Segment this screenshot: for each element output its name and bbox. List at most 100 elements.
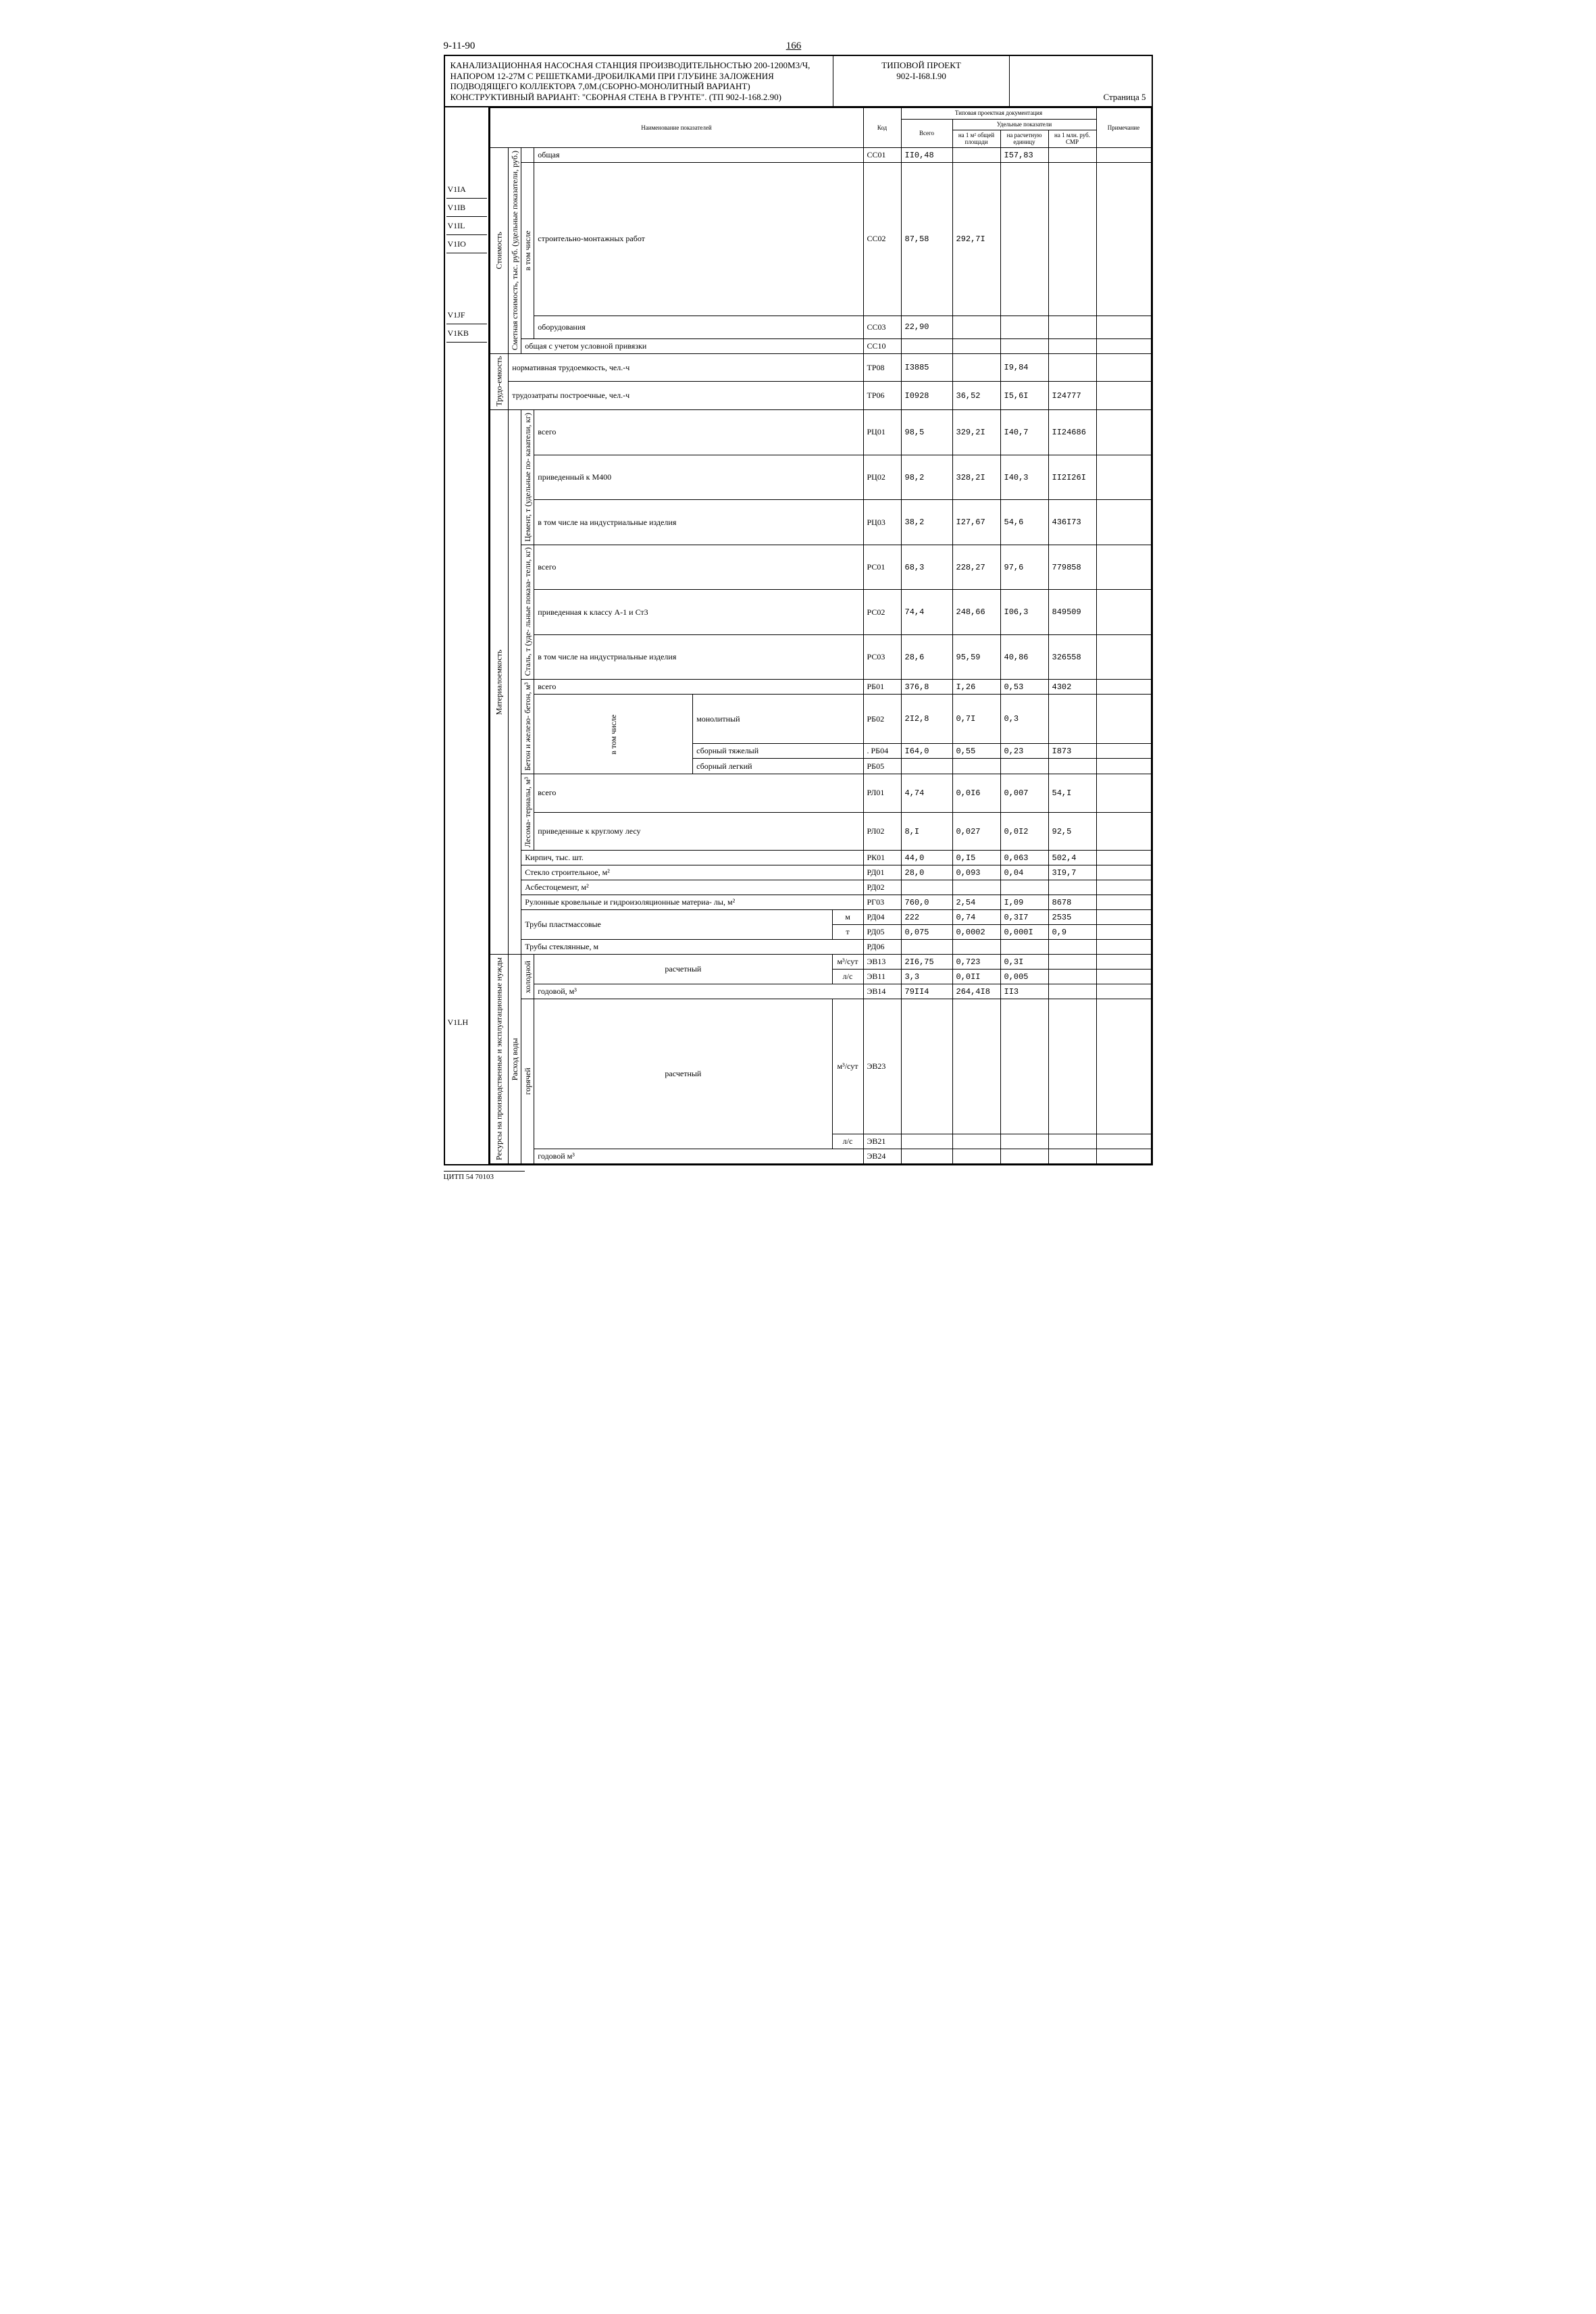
- table-row: трудозатраты построечные, чел.-ч ТР06 I0…: [490, 382, 1151, 410]
- row-label: Асбестоцемент, м²: [521, 880, 863, 895]
- row-code: СС10: [863, 338, 901, 353]
- val: 2,54: [952, 895, 1000, 910]
- val: [952, 338, 1000, 353]
- table-body: Стоимость Сметная стоимость, тыс. руб. (…: [490, 148, 1151, 1164]
- val: [1048, 316, 1096, 338]
- row-unit: л/с: [832, 1134, 863, 1149]
- row-label: всего: [534, 410, 863, 455]
- table-row: Ресурсы на производственные и эксплуатац…: [490, 955, 1151, 970]
- row-code: ЭВ21: [863, 1134, 901, 1149]
- table-row: оборудования СС03 22,90: [490, 316, 1151, 338]
- th-u3: на 1 млн. руб. СМР: [1048, 130, 1096, 148]
- val: [1000, 1149, 1048, 1163]
- val: [1048, 163, 1096, 316]
- table-row: годовой, м³ЭВ1479II4264,4I8II3: [490, 984, 1151, 999]
- val: [1048, 880, 1096, 895]
- grp-trud: Трудо-емкость: [490, 353, 509, 410]
- table-row: Кирпич, тыс. шт.РК0144,00,I50,063502,4: [490, 851, 1151, 865]
- val: I,09: [1000, 895, 1048, 910]
- row-code: ТР08: [863, 353, 901, 382]
- val: [901, 999, 952, 1134]
- val: [1000, 163, 1048, 316]
- val: [901, 1149, 952, 1163]
- row-code: ЭВ14: [863, 984, 901, 999]
- row-label: Трубы пластмассовые: [521, 910, 832, 940]
- row-label: в том числе на индустриальные изделия: [534, 500, 863, 545]
- th-note: Примечание: [1096, 108, 1151, 148]
- val: [1048, 955, 1096, 970]
- row-unit: м³/сут: [832, 999, 863, 1134]
- row-code: РД04: [863, 910, 901, 925]
- code-v1kb: V1KB: [446, 324, 487, 343]
- table-row: общая с учетом условной привязки СС10: [490, 338, 1151, 353]
- val: 222: [901, 910, 952, 925]
- val: 0,005: [1000, 970, 1048, 984]
- val: I24777: [1048, 382, 1096, 410]
- grp-stoimost: Стоимость: [490, 148, 509, 354]
- main-table: Наименование показателей Код Типовая про…: [490, 107, 1152, 1163]
- table-row: Стоимость Сметная стоимость, тыс. руб. (…: [490, 148, 1151, 163]
- row-label: нормативная трудоемкость, чел.-ч: [509, 353, 863, 382]
- val: 264,4I8: [952, 984, 1000, 999]
- code-v1io: V1IO: [446, 235, 487, 253]
- val: II2I26I: [1048, 455, 1096, 500]
- val: [1048, 759, 1096, 774]
- val: 0,0I6: [952, 774, 1000, 813]
- table-row: в том числе на индустриальные изделияРС0…: [490, 634, 1151, 680]
- val: [1048, 695, 1096, 743]
- val: 87,58: [901, 163, 952, 316]
- table-row: годовой м³ЭВ24: [490, 1149, 1151, 1163]
- val: 36,52: [952, 382, 1000, 410]
- val: [952, 880, 1000, 895]
- val: 0,723: [952, 955, 1000, 970]
- code-v1ia: V1IA: [446, 180, 487, 199]
- page-label: Страница: [1103, 92, 1139, 103]
- table-row: Бетон и железо- бетон, м³всегоРБ01376,8I…: [490, 680, 1151, 695]
- row-label: общая с учетом условной привязки: [521, 338, 863, 353]
- val: 0,093: [952, 865, 1000, 880]
- table-row: в том числе строительно-монтажных работ …: [490, 163, 1151, 316]
- row-code: РЦ03: [863, 500, 901, 545]
- val: I0928: [901, 382, 952, 410]
- val: 329,2I: [952, 410, 1000, 455]
- row-code: . РБ04: [863, 743, 901, 759]
- val: 326558: [1048, 634, 1096, 680]
- row-label: расчетный: [534, 955, 832, 984]
- val: [901, 880, 952, 895]
- val: 779858: [1048, 545, 1096, 590]
- val: 0,075: [901, 925, 952, 940]
- row-label: всего: [534, 774, 863, 813]
- row-code: РС01: [863, 545, 901, 590]
- row-label: приведенная к классу А-1 и Ст3: [534, 590, 863, 635]
- val: 292,7I: [952, 163, 1000, 316]
- row-label: Рулонные кровельные и гидроизоляционные …: [521, 895, 863, 910]
- val: [1048, 148, 1096, 163]
- table-row: Трубы пластмассовыемРД042220,740,3I72535: [490, 910, 1151, 925]
- val: 0,0002: [952, 925, 1000, 940]
- page-number-top: 166: [475, 41, 1112, 52]
- val: II24686: [1048, 410, 1096, 455]
- val: I64,0: [901, 743, 952, 759]
- project-code: 902-I-I68.I.90: [839, 71, 1004, 82]
- val: 79II4: [901, 984, 952, 999]
- row-code: ЭВ13: [863, 955, 901, 970]
- row-label: Трубы стеклянные, м: [521, 940, 863, 955]
- val: I5,6I: [1000, 382, 1048, 410]
- row-unit: м³/сут: [832, 955, 863, 970]
- val: 0,0II: [952, 970, 1000, 984]
- th-total: Всего: [901, 119, 952, 147]
- val: 0,027: [952, 812, 1000, 851]
- row-label: в том числе на индустриальные изделия: [534, 634, 863, 680]
- val: [1048, 970, 1096, 984]
- val: I40,7: [1000, 410, 1048, 455]
- row-label: оборудования: [534, 316, 863, 338]
- val: 0,3I: [1000, 955, 1048, 970]
- val: 38,2: [901, 500, 952, 545]
- table-head: Наименование показателей Код Типовая про…: [490, 108, 1151, 148]
- val: [952, 1134, 1000, 1149]
- val: [1000, 880, 1048, 895]
- val: 92,5: [1048, 812, 1096, 851]
- val: 74,4: [901, 590, 952, 635]
- row-label: всего: [534, 545, 863, 590]
- val: 95,59: [952, 634, 1000, 680]
